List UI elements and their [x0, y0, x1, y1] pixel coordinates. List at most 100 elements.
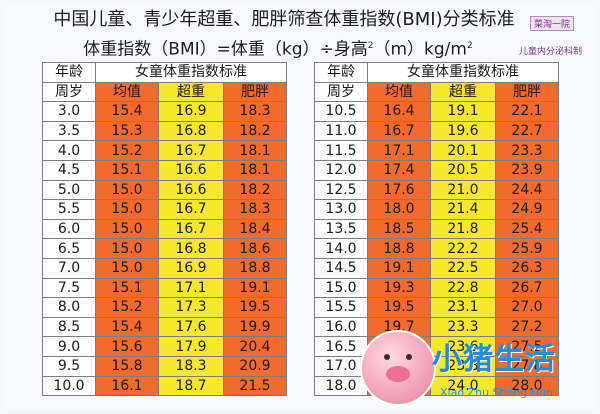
avg-cell: 15.0	[95, 257, 159, 279]
obese-cell: 18.6	[223, 238, 287, 259]
bmi-formula: 体重指数（BMI）=体重（kg）÷身高2（m）kg/m2	[18, 36, 538, 60]
age-cell: 3.0	[42, 101, 96, 122]
over-cell: 16.6	[158, 159, 224, 181]
obese-cell: 26.7	[495, 277, 559, 299]
over-cell: 16.6	[158, 179, 224, 201]
header-obese: 肥胖	[495, 81, 559, 103]
over-cell: 22.2	[430, 238, 496, 259]
avg-cell: 15.8	[95, 355, 159, 377]
age-cell: 9.5	[42, 355, 96, 377]
over-cell: 16.7	[158, 218, 224, 240]
table-row: 4.5 15.1 16.6 18.1	[42, 159, 287, 181]
obese-cell: 25.4	[495, 218, 559, 240]
age-cell: 11.0	[314, 120, 368, 142]
over-cell: 16.8	[158, 120, 224, 142]
header-avg: 均值	[367, 81, 431, 103]
obese-cell: 27.2	[495, 316, 559, 338]
obese-cell: 22.1	[495, 101, 559, 122]
table-row: 5.0 15.0 16.6 18.2	[42, 179, 287, 201]
obese-cell: 20.9	[223, 355, 287, 377]
over-cell: 16.8	[158, 238, 224, 259]
watermark-logo: 小猪生活 Xiao Zhu Sheng Huo	[360, 328, 600, 414]
formula-unit: （m）kg/m	[373, 39, 467, 60]
obese-cell: 24.9	[495, 199, 559, 220]
over-cell: 19.6	[430, 120, 496, 142]
age-cell: 4.0	[42, 140, 96, 161]
over-cell: 18.3	[158, 355, 224, 377]
avg-cell: 15.0	[95, 179, 159, 201]
age-cell: 13.0	[314, 199, 368, 220]
table-row: 8.0 15.2 17.3 19.5	[42, 297, 287, 318]
header-age: 年龄	[42, 62, 96, 83]
avg-cell: 18.8	[367, 238, 431, 259]
over-cell: 17.6	[158, 316, 224, 338]
header-obese: 肥胖	[223, 81, 287, 103]
obese-cell: 18.3	[223, 101, 287, 122]
table-row: 14.5 19.1 22.5 26.3	[314, 257, 559, 279]
age-cell: 10.0	[42, 375, 96, 397]
age-cell: 7.0	[42, 257, 96, 279]
avg-cell: 15.0	[95, 238, 159, 259]
age-cell: 15.5	[314, 297, 368, 318]
hospital-stamp: 菜淘一院	[529, 16, 574, 31]
table-row: 8.5 15.4 17.6 19.9	[42, 316, 287, 338]
header-age-unit: 周岁	[314, 81, 368, 103]
age-cell: 3.5	[42, 120, 96, 142]
over-cell: 17.3	[158, 297, 224, 318]
table-row: 15.5 19.5 23.1 27.0	[314, 297, 559, 318]
obese-cell: 24.4	[495, 179, 559, 201]
formula-main: 体重指数（BMI）=体重（kg）÷身高	[83, 39, 368, 60]
formula-sup: 2	[367, 41, 374, 51]
table-row: 6.0 15.0 16.7 18.4	[42, 218, 287, 240]
obese-cell: 18.3	[223, 199, 287, 220]
over-cell: 22.5	[430, 257, 496, 279]
header-over: 超重	[158, 81, 224, 103]
header-avg: 均值	[95, 81, 159, 103]
age-cell: 13.5	[314, 218, 368, 240]
age-cell: 12.0	[314, 159, 368, 181]
over-cell: 18.7	[158, 375, 224, 397]
header-age: 年龄	[314, 62, 368, 83]
table-row: 11.5 17.1 20.1 23.3	[314, 140, 559, 161]
table-row: 6.5 15.0 16.8 18.6	[42, 238, 287, 259]
table-row: 9.0 15.6 17.9 20.4	[42, 336, 287, 357]
over-cell: 21.4	[430, 199, 496, 220]
over-cell: 17.9	[158, 336, 224, 357]
obese-cell: 22.7	[495, 120, 559, 142]
age-cell: 10.5	[314, 101, 368, 122]
avg-cell: 16.7	[367, 120, 431, 142]
table-row: 13.5 18.5 21.8 25.4	[314, 218, 559, 240]
obese-cell: 23.9	[495, 159, 559, 181]
over-cell: 16.9	[158, 101, 224, 122]
over-cell: 22.8	[430, 277, 496, 299]
table-row: 16.0 19.7 23.3 27.2	[314, 316, 559, 338]
over-cell: 16.7	[158, 199, 224, 220]
avg-cell: 15.6	[95, 336, 159, 357]
obese-cell: 25.9	[495, 238, 559, 259]
over-cell: 23.1	[430, 297, 496, 318]
avg-cell: 15.4	[95, 316, 159, 338]
obese-cell: 18.8	[223, 257, 287, 279]
avg-cell: 15.2	[95, 297, 159, 318]
avg-cell: 16.1	[95, 375, 159, 397]
table-row: 11.0 16.7 19.6 22.7	[314, 120, 559, 142]
over-cell: 21.0	[430, 179, 496, 201]
page-title: 中国儿童、青少年超重、肥胖筛查体重指数(BMI)分类标准	[53, 9, 515, 30]
table-row: 3.5 15.3 16.8 18.2	[42, 120, 287, 142]
age-cell: 12.5	[314, 179, 368, 201]
age-cell: 4.5	[42, 159, 96, 181]
age-cell: 6.0	[42, 218, 96, 240]
avg-cell: 15.4	[95, 101, 159, 122]
header-over: 超重	[430, 81, 496, 103]
table-row: 15.0 19.3 22.8 26.7	[314, 277, 559, 299]
department-stamp: 儿童内分泌科制	[518, 47, 582, 57]
obese-cell: 27.8	[495, 355, 559, 377]
obese-cell: 21.5	[223, 375, 287, 397]
obese-cell: 19.1	[223, 277, 287, 299]
table-row: 9.5 15.8 18.3 20.9	[42, 355, 287, 377]
table-row: 5.5 15.0 16.7 18.3	[42, 199, 287, 220]
pig-mascot-icon	[360, 330, 436, 406]
table-row: 14.0 18.8 22.2 25.9	[314, 238, 559, 259]
header-group: 女童体重指数标准	[367, 62, 559, 83]
avg-cell: 18.5	[367, 218, 431, 240]
